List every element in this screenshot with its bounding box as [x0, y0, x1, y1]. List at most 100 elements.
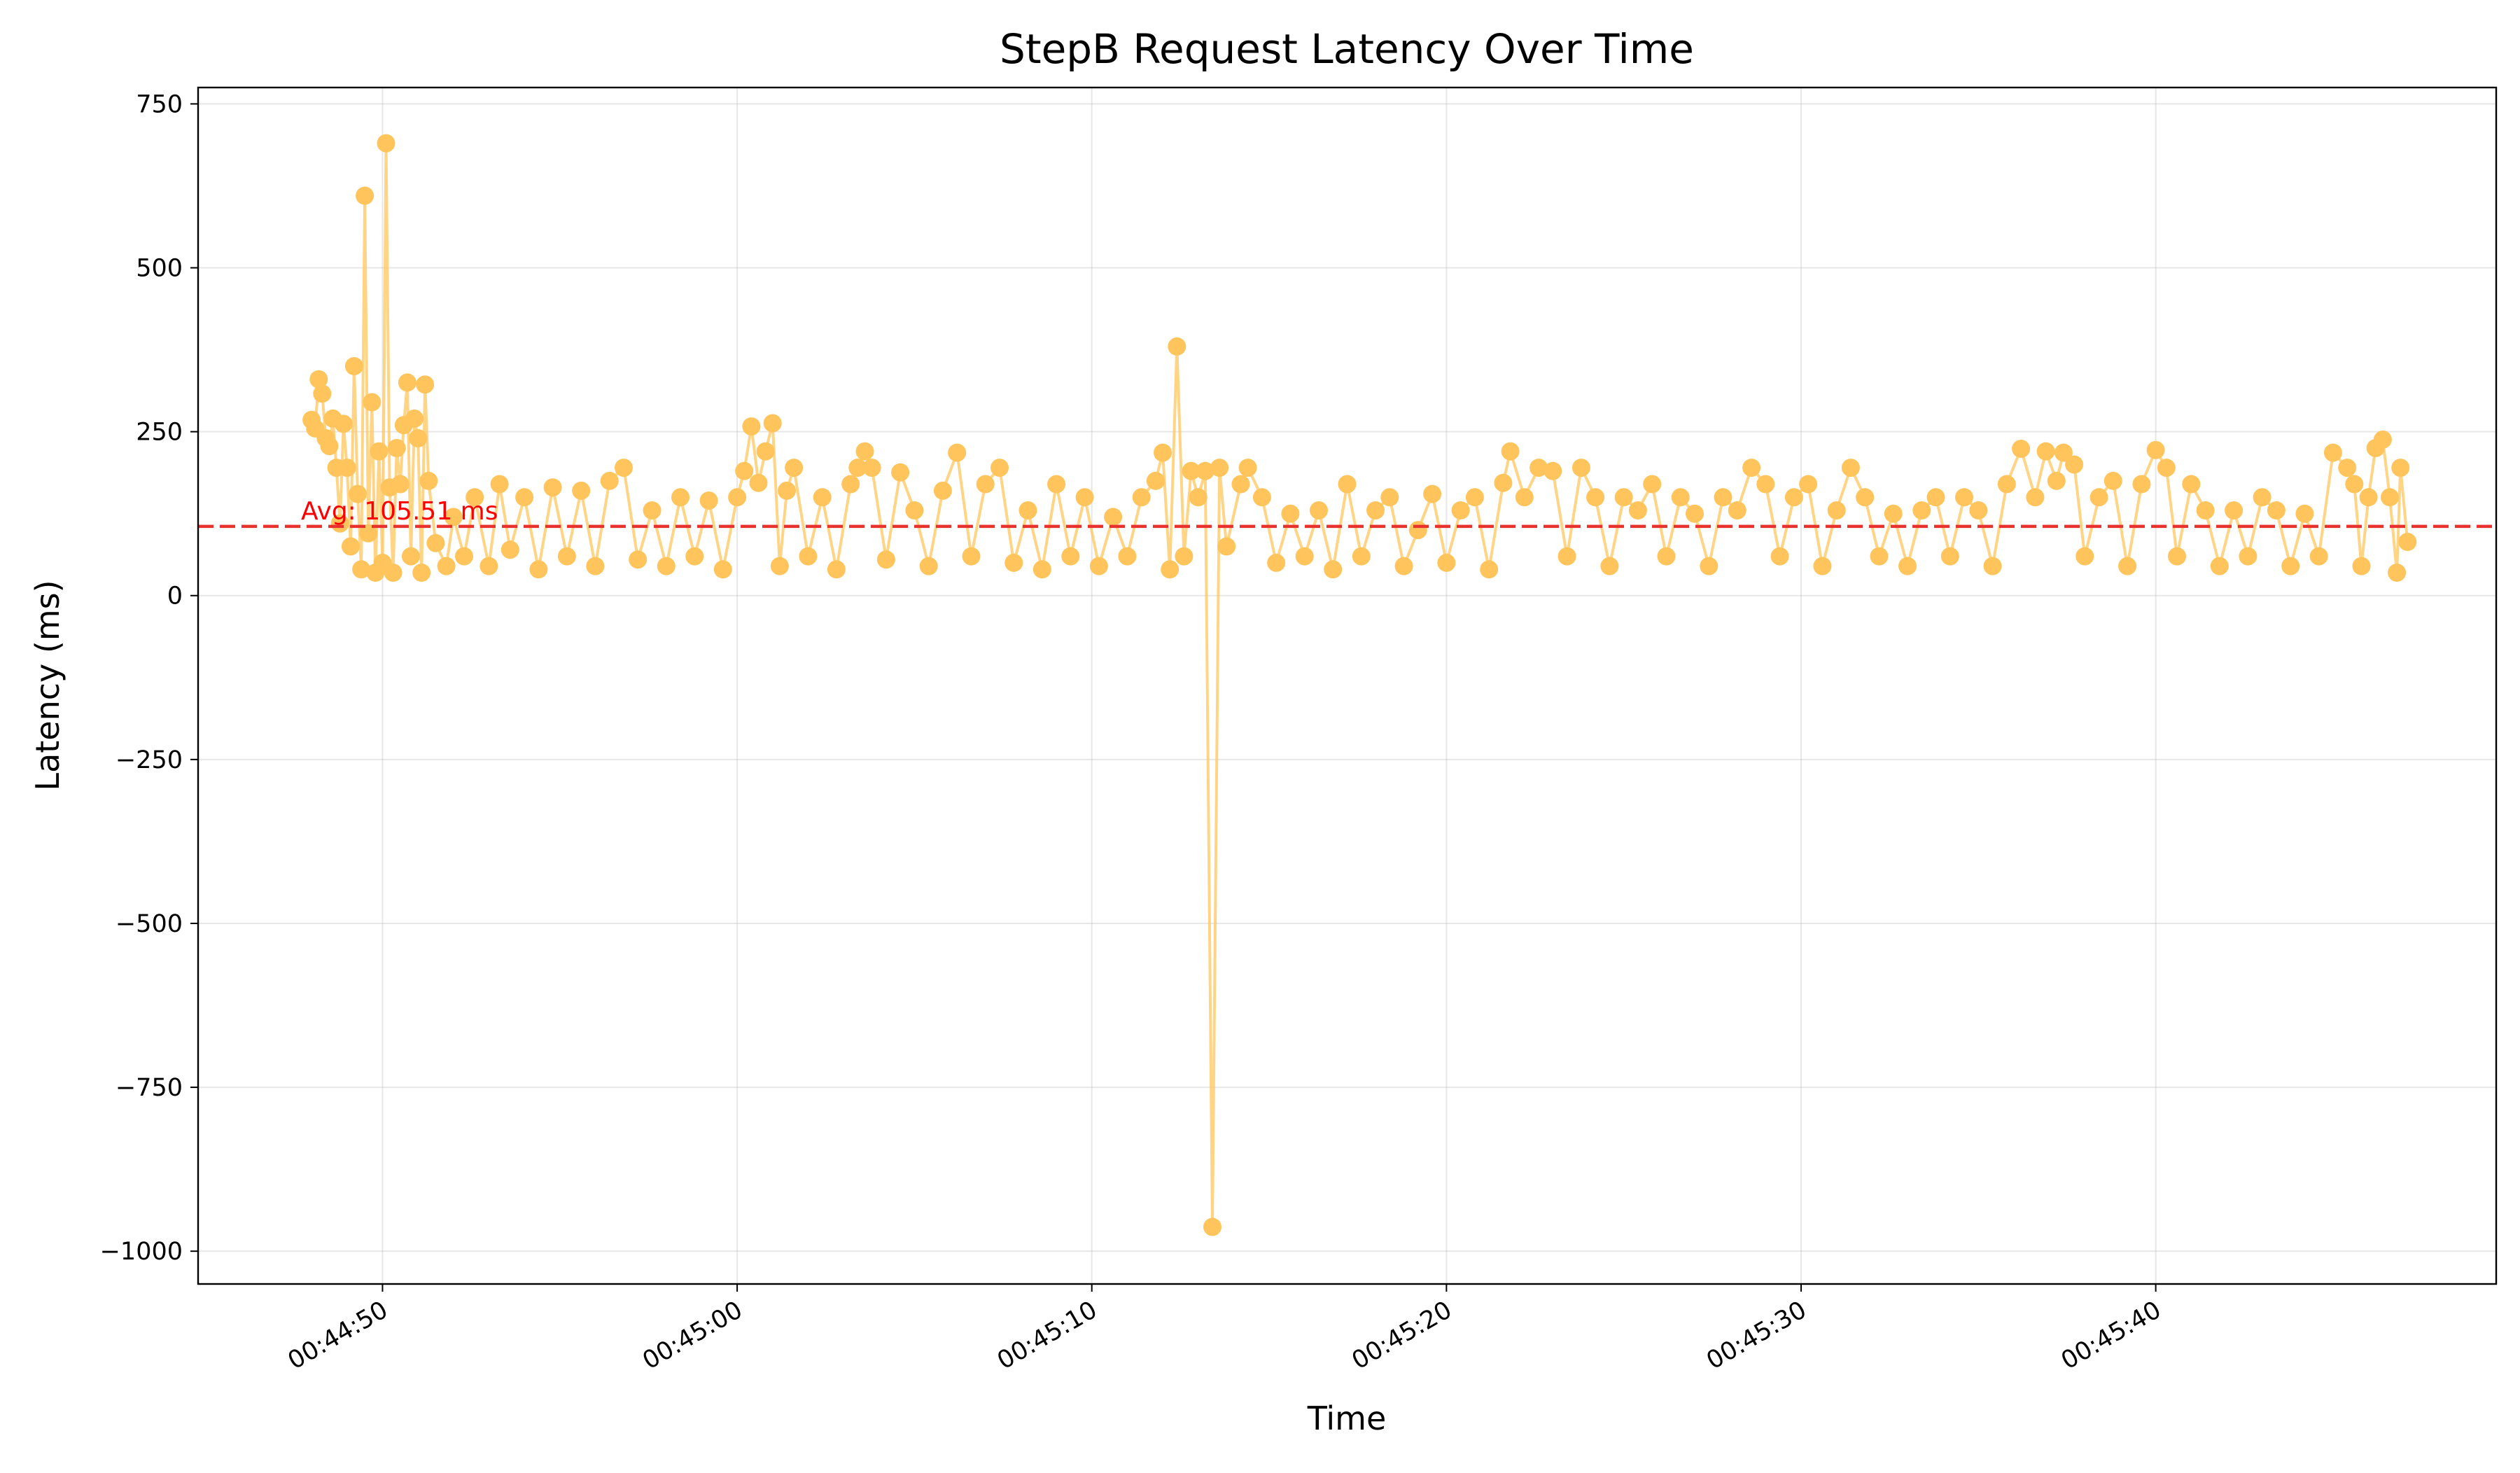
data-point: [813, 488, 832, 507]
data-point: [352, 560, 371, 579]
data-point: [756, 442, 775, 461]
data-point: [1295, 547, 1314, 566]
data-point: [2381, 488, 2399, 507]
data-point: [2065, 455, 2084, 474]
data-point: [1182, 461, 1200, 480]
data-point: [1614, 488, 1633, 507]
data-point: [586, 557, 605, 575]
data-point: [1004, 553, 1023, 572]
y-tick-label: 500: [136, 255, 183, 283]
y-axis-label: Latency (ms): [29, 580, 66, 790]
data-point: [855, 442, 874, 461]
data-point: [2253, 488, 2272, 507]
data-point: [479, 557, 498, 575]
data-point: [1530, 459, 1548, 477]
data-point: [515, 488, 534, 507]
data-point: [735, 461, 754, 480]
data-point: [962, 547, 981, 566]
data-point: [1310, 501, 1328, 519]
data-point: [444, 508, 463, 526]
data-point: [2026, 488, 2045, 507]
grid: [198, 88, 2496, 1284]
data-point: [2157, 459, 2176, 477]
data-point: [2267, 501, 2286, 519]
data-point: [1544, 461, 1562, 480]
data-point: [778, 481, 796, 500]
data-point: [1742, 459, 1761, 477]
data-point: [1408, 521, 1427, 540]
data-point: [356, 186, 374, 205]
data-point: [2168, 547, 2186, 566]
data-point: [2388, 564, 2407, 582]
data-point: [1267, 553, 1286, 572]
data-point: [1841, 459, 1860, 477]
data-point: [426, 533, 445, 552]
data-point: [933, 481, 952, 500]
data-point: [490, 475, 509, 494]
data-point: [405, 409, 424, 428]
data-point: [557, 547, 576, 566]
data-point: [529, 560, 548, 579]
data-point: [1686, 504, 1704, 523]
data-point: [543, 478, 562, 497]
data-point: [2281, 557, 2300, 575]
data-point: [1238, 459, 1257, 477]
data-point: [862, 459, 881, 477]
data-point: [1217, 537, 1236, 556]
data-point: [370, 442, 388, 461]
data-point: [1196, 461, 1214, 480]
data-point: [2295, 504, 2314, 523]
data-point: [1380, 488, 1399, 507]
data-point: [1657, 547, 1676, 566]
data-point: [827, 560, 846, 579]
data-point: [2196, 501, 2215, 519]
data-point: [948, 443, 967, 462]
y-tick-label: 0: [167, 582, 183, 610]
data-point: [416, 375, 435, 394]
data-point: [1161, 560, 1180, 579]
average-line-group: Avg: 105.51 ms: [198, 497, 2496, 529]
data-point: [699, 491, 718, 510]
data-point: [1231, 475, 1250, 494]
data-point: [1189, 488, 1208, 507]
data-point: [363, 393, 382, 412]
data-point: [455, 547, 473, 566]
data-point: [785, 459, 804, 477]
data-point: [1338, 475, 1357, 494]
data-point: [1032, 560, 1051, 579]
data-point: [1671, 488, 1690, 507]
data-point: [1940, 547, 1959, 566]
data-point: [384, 564, 402, 582]
data-point: [1515, 488, 1534, 507]
data-point: [437, 557, 456, 575]
data-point: [685, 547, 704, 566]
data-point: [1628, 501, 1647, 519]
data-point: [1799, 475, 1818, 494]
data-point: [1366, 501, 1385, 519]
data-point: [2373, 430, 2392, 449]
data-point: [1047, 475, 1066, 494]
data-point: [1118, 547, 1137, 566]
data-point: [2391, 459, 2410, 477]
data-point: [2323, 443, 2342, 462]
data-point: [387, 439, 406, 457]
data-point: [341, 537, 360, 556]
data-point: [1324, 560, 1343, 579]
data-point: [2054, 443, 2073, 462]
y-tick-label: 750: [136, 90, 183, 118]
data-point: [1813, 557, 1832, 575]
data-point: [398, 373, 416, 392]
data-point: [320, 437, 339, 456]
data-point: [1714, 488, 1732, 507]
data-point: [1969, 501, 1988, 519]
data-point: [976, 475, 995, 494]
data-point: [1352, 547, 1371, 566]
data-point: [1494, 473, 1513, 492]
data-point: [1983, 557, 2002, 575]
data-point: [377, 134, 396, 153]
data-point: [1146, 471, 1165, 490]
data-point: [2146, 440, 2165, 459]
data-point: [600, 471, 619, 490]
data-point: [615, 459, 633, 477]
data-point: [1175, 547, 1194, 566]
